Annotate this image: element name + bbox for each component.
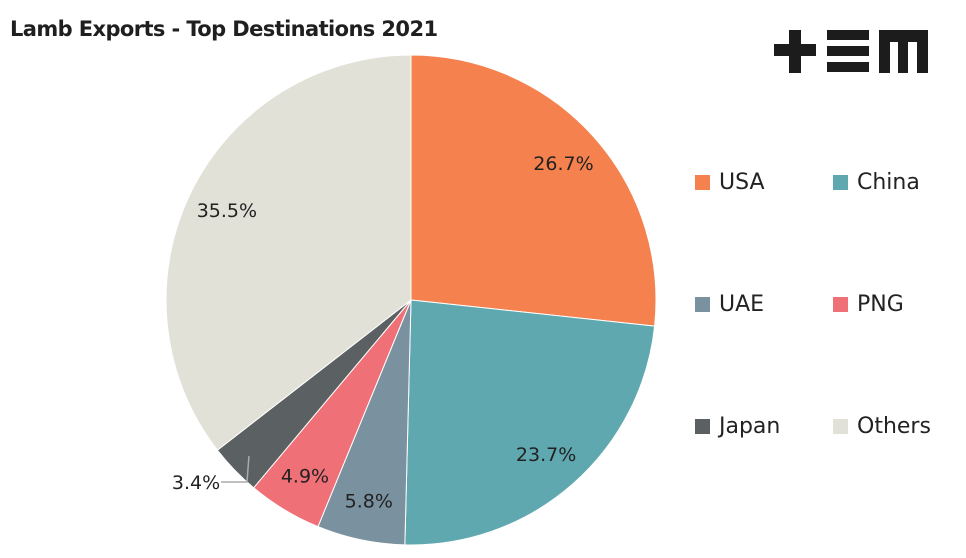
- legend-label: China: [857, 170, 920, 195]
- legend-swatch: [695, 297, 710, 312]
- legend-swatch: [833, 175, 848, 190]
- leader-line: [221, 456, 250, 483]
- legend-label: PNG: [857, 292, 904, 317]
- data-label-uae: 5.8%: [345, 491, 393, 513]
- data-label-usa: 26.7%: [533, 153, 593, 175]
- legend-item-png: PNG: [833, 292, 904, 317]
- legend-swatch: [833, 297, 848, 312]
- data-label-png: 4.9%: [281, 465, 329, 487]
- legend-label: UAE: [719, 292, 765, 317]
- legend-item-others: Others: [833, 414, 931, 439]
- legend-label: USA: [719, 170, 765, 195]
- legend-item-china: China: [833, 170, 920, 195]
- legend-item-uae: UAE: [695, 292, 764, 317]
- legend-swatch: [833, 419, 848, 434]
- legend-swatch: [695, 175, 710, 190]
- pie-slice-others: [165, 54, 412, 451]
- tem-logo: [774, 30, 928, 73]
- legend-swatch: [695, 419, 710, 434]
- pie-slice-usa: [410, 54, 657, 327]
- chart-title: Lamb Exports - Top Destinations 2021: [10, 17, 438, 41]
- data-label-japan: 3.4%: [172, 472, 220, 494]
- pie-slice-china: [404, 299, 656, 546]
- legend-label: Japan: [719, 414, 781, 439]
- legend-item-usa: USA: [695, 170, 765, 195]
- data-label-china: 23.7%: [516, 444, 576, 466]
- legend-item-japan: Japan: [695, 414, 780, 439]
- legend-label: Others: [857, 414, 931, 439]
- data-label-others: 35.5%: [197, 200, 257, 222]
